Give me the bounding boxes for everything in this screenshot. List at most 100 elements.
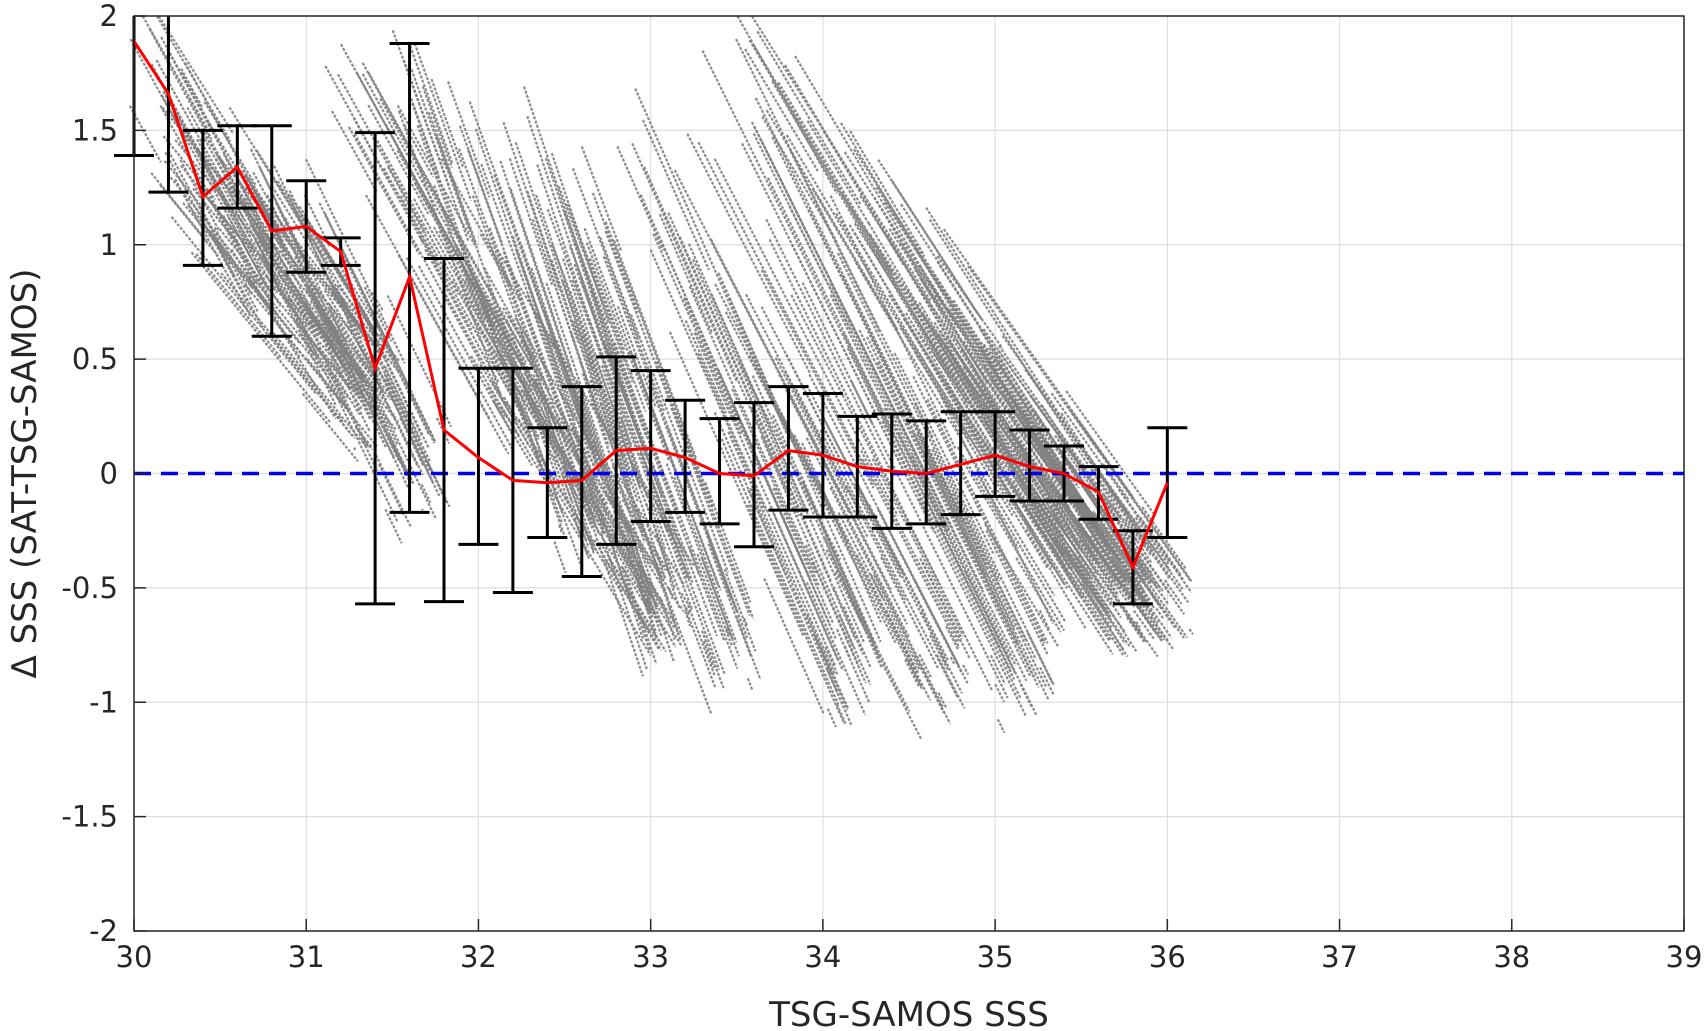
scatter-point	[1005, 455, 1109, 613]
scatter-point	[305, 158, 406, 364]
x-axis-label: TSG-SAMOS SSS	[768, 995, 1049, 1031]
scatter-point	[325, 363, 379, 472]
y-tick-label: -1	[89, 685, 118, 719]
scatter-point	[643, 166, 788, 491]
scatter-point	[772, 414, 881, 658]
scatter-point	[620, 381, 718, 637]
scatter-point	[746, 677, 754, 691]
scatter-point	[274, 202, 310, 272]
scatter-point	[456, 234, 545, 474]
scatter-point	[977, 474, 1067, 623]
scatter-point	[923, 332, 1127, 645]
scatter-point	[620, 565, 651, 651]
scatter-point	[871, 458, 965, 637]
scatter-point	[376, 358, 451, 508]
scatter-point	[785, 134, 970, 441]
scatter-point	[251, 186, 398, 366]
scatter-point	[587, 353, 639, 502]
scatter-point	[962, 365, 1122, 590]
scatter-point	[612, 240, 698, 460]
scatter-point	[254, 240, 309, 327]
scatter-point	[1025, 528, 1088, 630]
scatter-point	[789, 150, 881, 332]
scatter-point	[858, 329, 1031, 677]
scatter-point	[561, 280, 595, 372]
scatter-point	[869, 233, 992, 422]
scatter-point	[849, 130, 926, 257]
x-tick-label: 30	[116, 940, 153, 974]
scatter-point	[904, 658, 921, 688]
scatter-point	[667, 587, 674, 600]
scatter-point	[410, 97, 440, 176]
scatter-point	[550, 259, 598, 396]
scatter-point	[1037, 447, 1122, 564]
scatter-point	[424, 248, 500, 384]
scatter-point	[1163, 579, 1183, 605]
scatter-point	[1049, 505, 1147, 643]
scatter-point	[859, 195, 1002, 415]
scatter-points	[128, 15, 1194, 741]
scatter-point	[526, 190, 579, 343]
errorbar	[1147, 426, 1188, 540]
scatter-point	[483, 300, 609, 505]
scatter-point	[984, 421, 1112, 617]
scatter-point	[550, 152, 610, 324]
scatter-point	[1149, 616, 1175, 651]
scatter-point	[605, 560, 661, 651]
scatter-point	[826, 708, 837, 728]
scatter-point	[530, 267, 611, 501]
scatter-point	[303, 194, 331, 248]
x-tick-label: 38	[1493, 940, 1530, 974]
scatter-point	[468, 101, 582, 413]
scatter-point	[693, 332, 844, 671]
scatter-point	[397, 254, 510, 455]
scatter-point	[659, 239, 838, 640]
scatter-point	[379, 333, 430, 436]
scatter-point	[756, 30, 862, 206]
scatter-point	[180, 164, 246, 245]
scatter-point	[1015, 557, 1062, 633]
scatter-point	[653, 558, 667, 579]
scatter-point	[684, 320, 728, 414]
scatter-point	[929, 634, 949, 671]
scatter-point	[497, 308, 586, 453]
scatter-point	[249, 224, 314, 327]
scatter-point	[532, 384, 596, 555]
scatter-point	[1040, 404, 1139, 555]
scatter-point	[474, 277, 532, 433]
scatter-point	[386, 387, 441, 498]
scatter-point	[1027, 499, 1089, 584]
scatter-point	[277, 273, 329, 336]
scatter-point	[479, 363, 589, 543]
scatter-point	[1093, 512, 1161, 606]
scatter-point	[353, 132, 483, 364]
scatter-point	[376, 140, 472, 310]
scatter-point	[1019, 683, 1033, 708]
scatter-point	[682, 297, 763, 476]
scatter-point	[426, 461, 434, 474]
scatter-point	[384, 508, 403, 544]
scatter-point	[667, 427, 739, 613]
scatter-point	[825, 549, 911, 712]
scatter-point	[1134, 516, 1170, 565]
x-ticks: 30 31 32 33 34 35 36 37 38 39	[116, 919, 1702, 974]
scatter-point	[1078, 555, 1104, 590]
scatter-point	[949, 656, 956, 666]
scatter-point	[613, 342, 739, 669]
scatter-point	[1075, 539, 1143, 634]
y-ticks: -2 -1.5 -1 -0.5 0 0.5 1 1.5 2	[61, 0, 146, 948]
scatter-point	[872, 574, 952, 725]
scatter-point	[802, 482, 876, 645]
scatter-point	[906, 659, 923, 688]
scatter-point	[273, 165, 353, 328]
scatter-point	[1085, 525, 1128, 584]
scatter-point	[407, 41, 454, 165]
scatter-point	[1133, 609, 1155, 640]
scatter-point	[378, 356, 432, 463]
scatter-point	[931, 448, 1037, 660]
scatter-point	[994, 683, 1006, 703]
scatter-point	[588, 258, 626, 351]
scatter-point	[785, 353, 902, 578]
scatter-point	[942, 228, 1135, 499]
scatter-point	[526, 115, 621, 393]
